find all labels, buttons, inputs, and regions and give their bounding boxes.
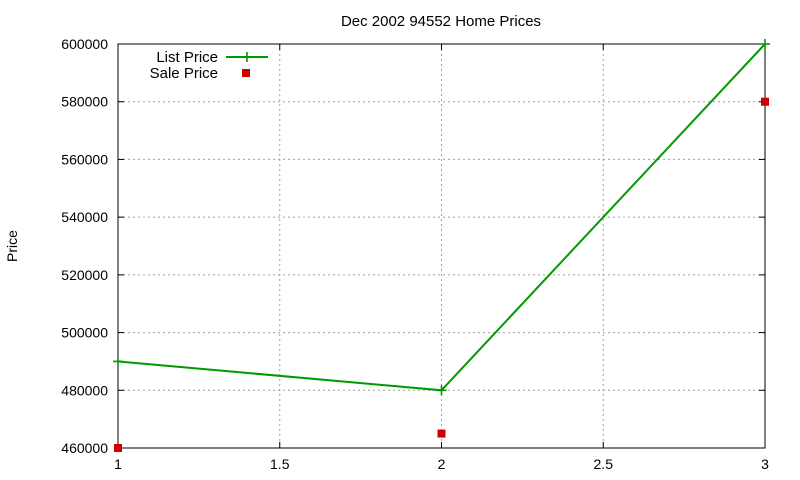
y-axis-label: Price: [4, 230, 20, 262]
x-tick-label: 1.5: [270, 456, 290, 472]
sale-price-point: [761, 97, 769, 106]
y-tick-label: 540000: [61, 209, 108, 225]
chart-title: Dec 2002 94552 Home Prices: [341, 13, 541, 30]
x-tick-label: 1: [114, 456, 122, 472]
legend-label-sale-price: Sale Price: [150, 65, 218, 82]
x-tick-label: 3: [761, 456, 769, 472]
sale-price-point: [437, 429, 446, 438]
y-tick-label: 560000: [61, 151, 108, 167]
y-tick-label: 460000: [61, 440, 108, 456]
list-price-point: [760, 39, 770, 49]
x-tick-label: 2.5: [594, 456, 614, 472]
sale-price-point: [114, 444, 122, 452]
y-tick-label: 480000: [61, 382, 108, 398]
x-tick-label: 2: [438, 456, 446, 472]
legend-marker-list-price: [242, 52, 252, 62]
y-tick-label: 580000: [61, 94, 108, 110]
list-price-point: [113, 356, 123, 367]
y-tick-label: 600000: [61, 36, 108, 52]
legend-label-list-price: List Price: [156, 49, 218, 66]
axis-ticks: 1 1.5 2 2.5 3 460000 480000 500000 520000 540000 5…: [61, 36, 769, 472]
y-tick-label: 520000: [61, 267, 108, 283]
y-tick-label: 500000: [61, 325, 108, 341]
series-layer: [113, 39, 770, 452]
legend-marker-sale-price: [242, 69, 250, 77]
list-price-point: [436, 385, 447, 396]
